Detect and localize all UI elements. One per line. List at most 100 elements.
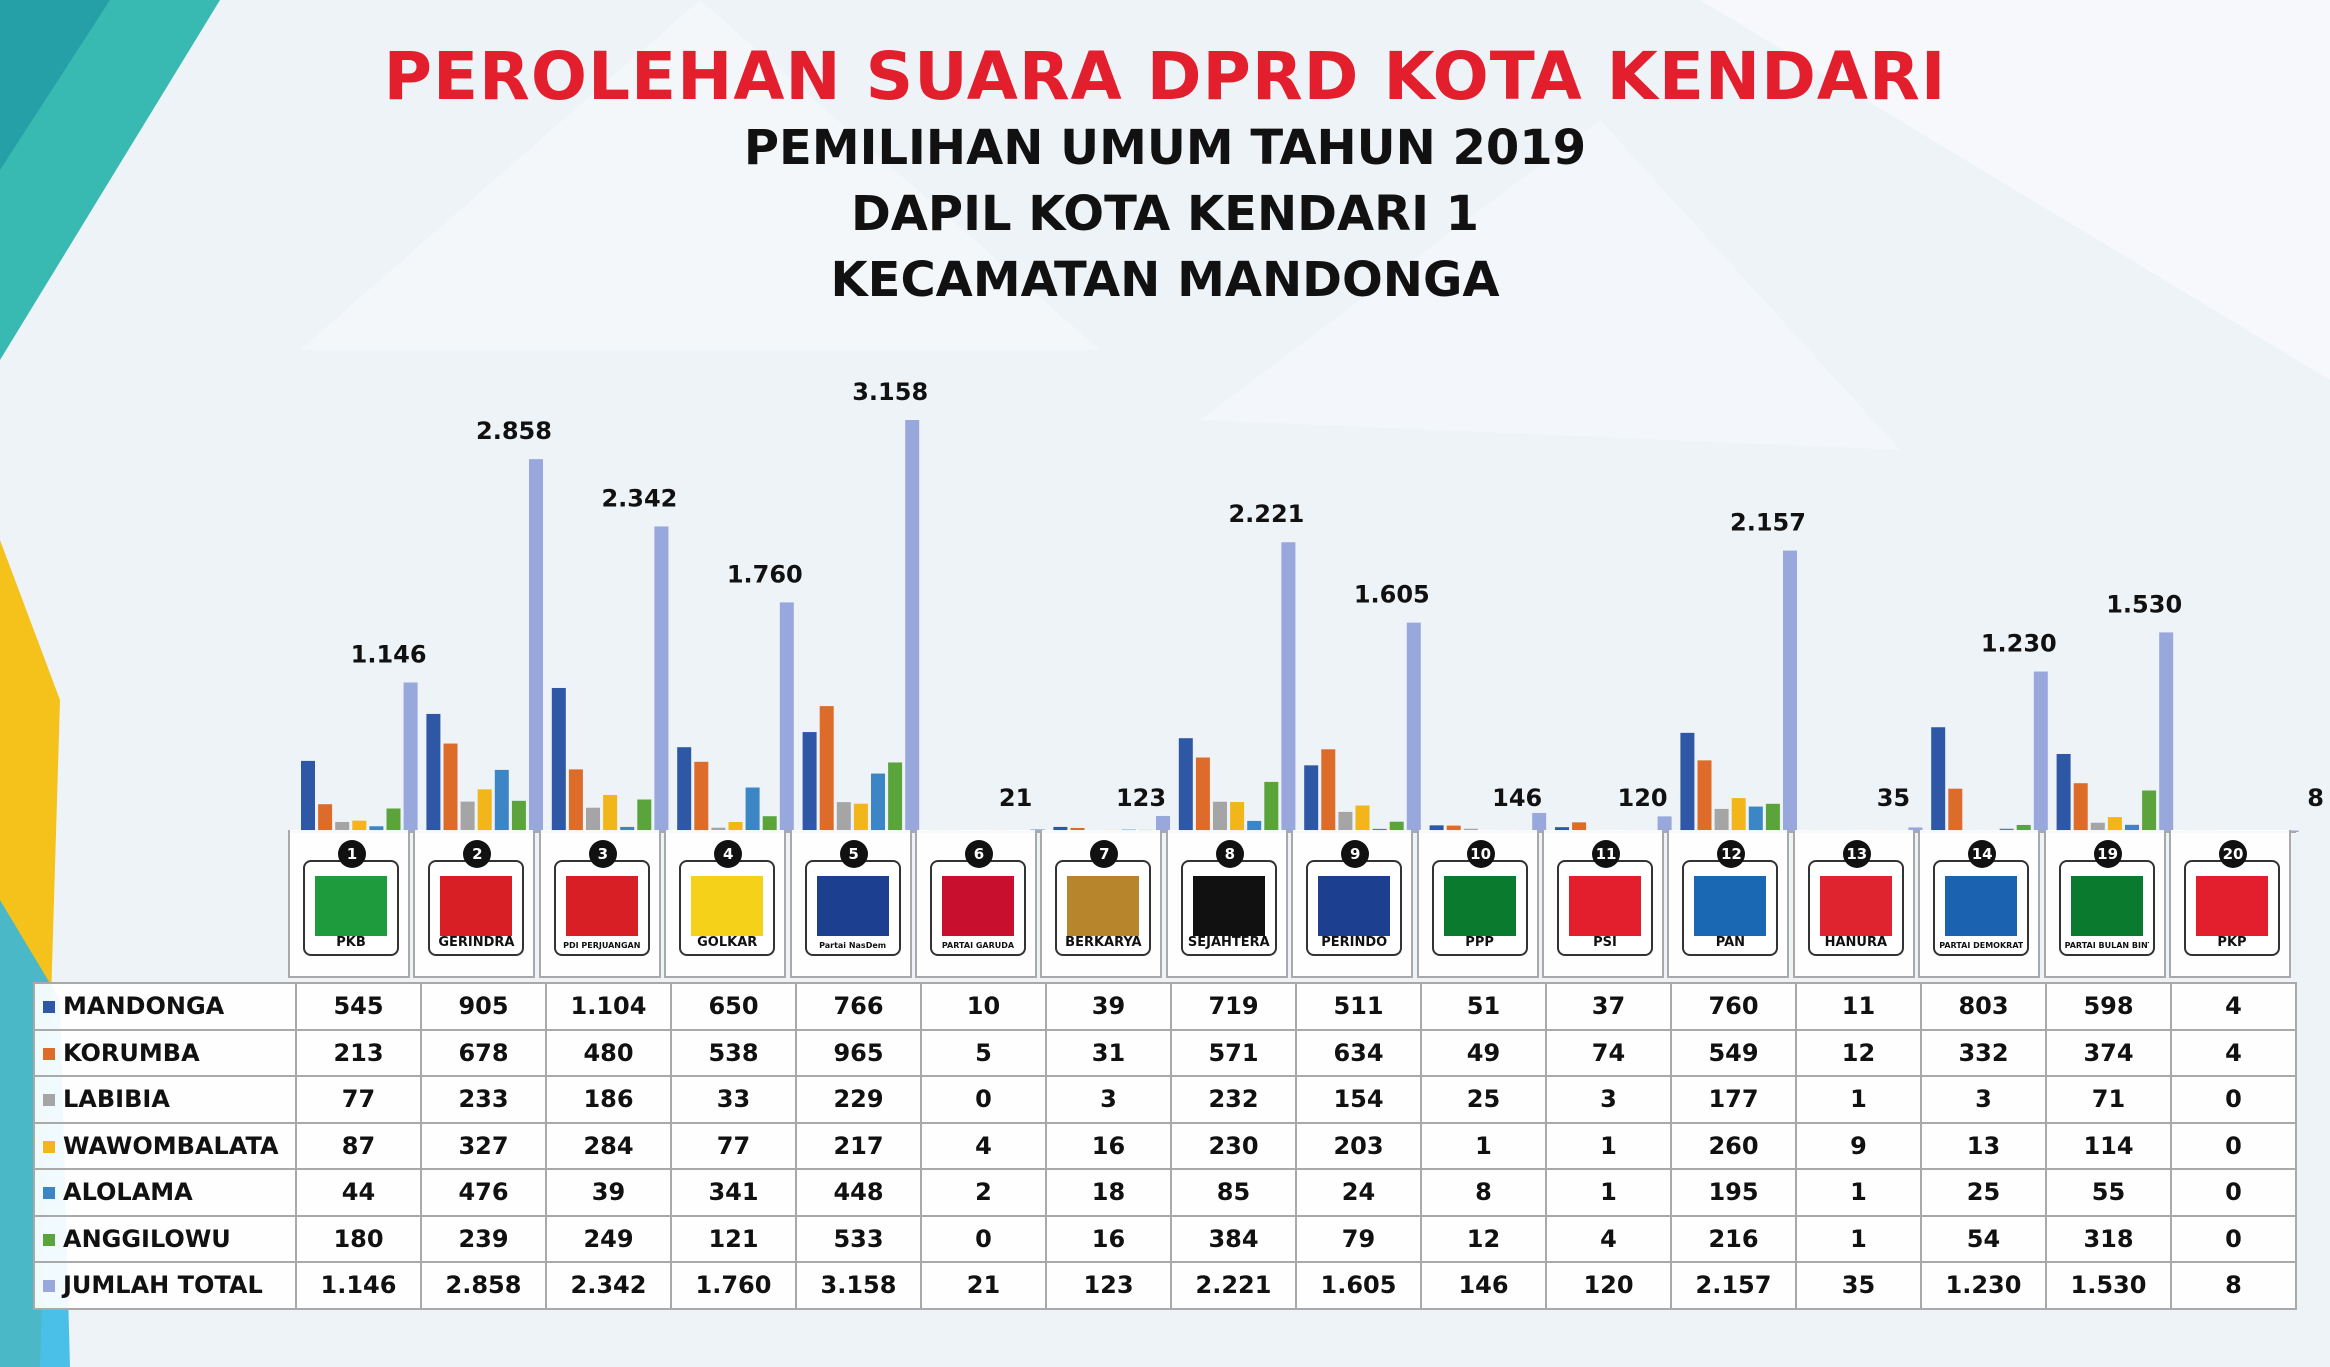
table-row: KORUMBA 213 678 480 538 965 5 31 571 634 49 74 549 12… (33, 1028, 2297, 1077)
bar-jumlah-total-13 (1908, 827, 1923, 832)
table-cell: 177 (1670, 1075, 1797, 1124)
party-logo-icon: PKP (2184, 860, 2280, 956)
party-cell-10: 10 PPP (1416, 830, 1539, 978)
bar-wawombalata-3 (603, 794, 618, 832)
party-abbr: PAN (1715, 935, 1746, 950)
bar-labibia-4 (711, 827, 726, 832)
total-label-12: 2.157 (1730, 509, 1806, 537)
bar-mandonga-7 (1053, 826, 1068, 832)
total-label-10: 146 (1492, 784, 1542, 812)
bar-korumba-19 (2073, 783, 2088, 832)
table-cell: 1.605 (1295, 1261, 1422, 1310)
bar-jumlah-total-19 (2159, 632, 2174, 832)
subtitle-district: DAPIL KOTA KENDARI 1 (850, 186, 1480, 242)
table-cell: 12 (1420, 1214, 1547, 1263)
party-abbr: PPP (1465, 935, 1494, 950)
party-number-badge: 12 (1717, 840, 1746, 868)
legend-text: WAWOMBALATA (63, 1131, 279, 1160)
party-number-badge: 20 (2219, 840, 2247, 868)
bar-wawombalata-5 (853, 803, 868, 832)
bar-group-7: 123 (1053, 784, 1170, 832)
table-cell: 230 (1170, 1121, 1297, 1170)
table-cell: 476 (420, 1168, 547, 1217)
legend-swatch (43, 1140, 55, 1153)
bar-group-12: 2.157 (1680, 509, 1806, 832)
party-emblem-icon (315, 876, 387, 936)
party-emblem-icon (2196, 876, 2268, 936)
table-cell: 74 (1545, 1028, 1672, 1077)
party-abbr: PERINDO (1321, 935, 1388, 950)
table-cell: 2.858 (420, 1261, 547, 1310)
bar-wawombalata-8 (1230, 801, 1245, 832)
bar-jumlah-total-4 (779, 602, 794, 832)
party-number-badge: 3 (588, 840, 617, 868)
table-cell: 79 (1295, 1214, 1422, 1263)
party-abbr: HANURA (1824, 935, 1888, 950)
bar-alolama-1 (369, 826, 384, 832)
party-emblem-icon (1067, 876, 1140, 936)
bar-anggilowu-9 (1389, 821, 1404, 832)
party-cell-12: 12 PAN (1667, 830, 1790, 978)
table-cell: 2 (920, 1168, 1047, 1217)
bar-mandonga-1 (301, 760, 315, 832)
party-number-badge: 1 (338, 840, 366, 868)
bar-anggilowu-8 (1264, 781, 1279, 832)
party-logo-icon: PARTAI DEMOKRAT (1933, 860, 2030, 956)
table-cell: 3.158 (795, 1261, 922, 1310)
party-abbr: GOLKAR (697, 935, 758, 950)
party-abbr: PKB (336, 935, 366, 950)
table-cell: 203 (1295, 1121, 1422, 1170)
table-cell: 232 (1170, 1075, 1297, 1124)
bar-group-8: 2.221 (1178, 500, 1304, 832)
table-cell: 3 (1920, 1075, 2047, 1124)
party-emblem-icon (1443, 876, 1516, 936)
table-cell: 4 (920, 1121, 1047, 1170)
table-cell: 760 (1670, 982, 1797, 1031)
table-cell: 905 (420, 982, 547, 1031)
bar-wawombalata-12 (1731, 798, 1746, 832)
total-label-7: 123 (1116, 784, 1166, 812)
bar-wawombalata-9 (1355, 805, 1370, 832)
bar-korumba-8 (1195, 757, 1210, 832)
table-cell: 39 (545, 1168, 672, 1217)
bar-korumba-9 (1321, 749, 1336, 832)
table-cell: 1 (1795, 1075, 1922, 1124)
table-cell: 448 (795, 1168, 922, 1217)
bar-mandonga-9 (1304, 765, 1319, 832)
bar-wawombalata-2 (477, 789, 492, 832)
series-legend-label: JUMLAH TOTAL (33, 1261, 297, 1310)
table-cell: 284 (545, 1121, 672, 1170)
subtitle-subdistrict: KECAMATAN MANDONGA (830, 252, 1500, 308)
bar-anggilowu-5 (888, 762, 903, 832)
bar-group-1: 1.146 (301, 640, 427, 832)
party-emblem-icon (1318, 876, 1391, 936)
table-cell: 4 (2170, 1028, 2297, 1077)
table-cell: 8 (2170, 1261, 2297, 1310)
table-cell: 341 (670, 1168, 797, 1217)
table-row: WAWOMBALATA 87 327 284 77 217 4 16 230 203 1 1 260 9 1… (33, 1121, 2297, 1170)
bar-group-2: 2.858 (426, 417, 552, 832)
bar-korumba-11 (1572, 822, 1587, 832)
table-cell: 1 (1420, 1121, 1547, 1170)
total-label-4: 1.760 (727, 560, 803, 588)
series-legend-label: ANGGILOWU (33, 1214, 297, 1263)
bar-group-3: 2.342 (551, 484, 677, 832)
table-cell: 1 (1795, 1214, 1922, 1263)
series-legend-label: KORUMBA (33, 1028, 297, 1077)
total-label-13: 35 (1877, 784, 1910, 812)
table-cell: 77 (295, 1075, 422, 1124)
legend-swatch (43, 1280, 55, 1293)
bar-labibia-5 (836, 802, 851, 832)
party-emblem-icon (1569, 876, 1641, 936)
bar-korumba-12 (1697, 760, 1712, 832)
bar-korumba-14 (1948, 788, 1963, 832)
party-cell-3: 3 PDI PERJUANGAN (538, 830, 661, 978)
table-cell: 87 (295, 1121, 422, 1170)
table-cell: 16 (1045, 1214, 1172, 1263)
party-emblem-icon (1945, 876, 2018, 936)
bar-jumlah-total-10 (1532, 812, 1547, 832)
party-logo-icon: PAN (1682, 860, 1779, 956)
bar-anggilowu-14 (2016, 824, 2031, 832)
table-cell: 598 (2045, 982, 2172, 1031)
bar-jumlah-total-12 (1783, 550, 1797, 832)
